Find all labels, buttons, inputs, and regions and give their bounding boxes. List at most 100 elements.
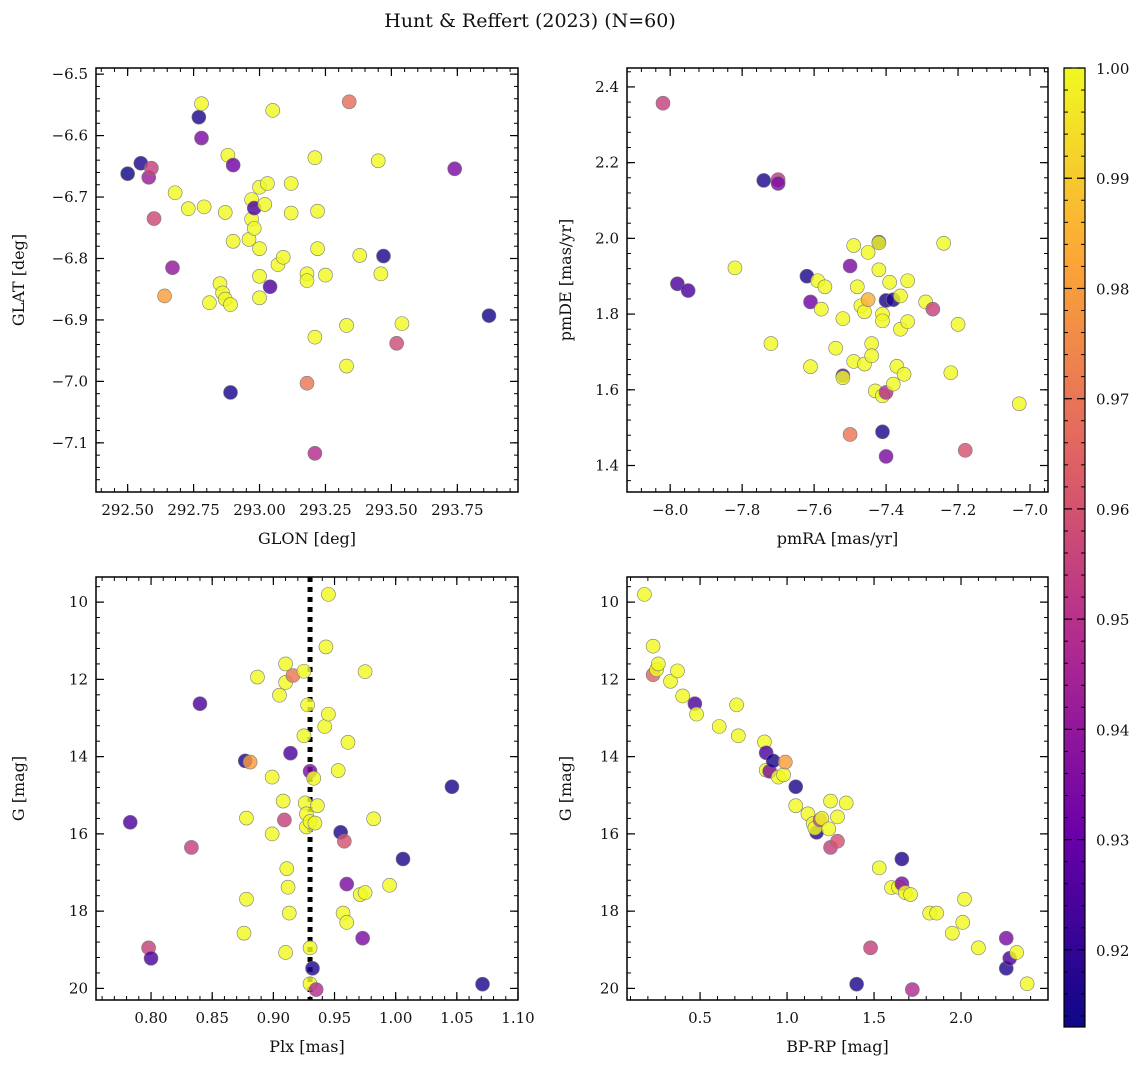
axes-frame bbox=[95, 67, 519, 493]
data-point bbox=[307, 445, 323, 461]
y-tick-label: 18 bbox=[600, 902, 619, 920]
data-point bbox=[971, 940, 986, 956]
data-point bbox=[731, 728, 746, 744]
y-axis-label: GLAT [deg] bbox=[9, 234, 28, 326]
panel-2: −8.0 −7.8 −7.6 −7.4 −7.2 −7.0 1.4 1.6 1.8 2.0 2.2 2… bbox=[556, 67, 1049, 548]
data-point bbox=[778, 754, 793, 770]
data-point bbox=[246, 221, 262, 236]
data-point bbox=[1011, 396, 1027, 412]
data-point bbox=[339, 318, 354, 333]
data-point bbox=[191, 109, 207, 125]
x-tick-label: 1.10 bbox=[501, 1009, 534, 1027]
data-point bbox=[250, 669, 265, 685]
y-tick-label: 1.4 bbox=[595, 457, 619, 475]
data-point bbox=[645, 638, 661, 654]
data-point bbox=[447, 161, 463, 177]
data-point bbox=[352, 248, 368, 263]
data-point bbox=[838, 795, 854, 811]
data-point bbox=[382, 877, 397, 893]
data-point bbox=[321, 706, 336, 722]
y-tick-label: −7.1 bbox=[52, 434, 88, 452]
data-point bbox=[860, 245, 876, 260]
data-point bbox=[236, 925, 252, 941]
data-point bbox=[756, 173, 772, 188]
data-point bbox=[689, 706, 704, 722]
x-tick-label: −7.0 bbox=[1012, 501, 1048, 519]
data-point bbox=[308, 982, 324, 997]
data-point bbox=[830, 833, 845, 849]
data-point bbox=[893, 288, 908, 304]
data-point bbox=[280, 879, 296, 895]
data-point bbox=[330, 763, 346, 778]
data-point bbox=[905, 982, 920, 997]
data-point bbox=[143, 950, 159, 966]
data-point bbox=[900, 314, 915, 329]
data-point bbox=[957, 891, 972, 907]
data-point bbox=[196, 199, 212, 215]
data-point bbox=[817, 279, 833, 295]
data-point bbox=[945, 925, 960, 941]
data-point bbox=[310, 798, 325, 813]
data-point bbox=[252, 269, 267, 284]
data-point bbox=[157, 288, 172, 304]
x-axis-label: GLON [deg] bbox=[258, 529, 356, 548]
data-point bbox=[122, 815, 138, 830]
points bbox=[655, 95, 1027, 464]
data-point bbox=[814, 811, 830, 826]
x-tick-label: −7.2 bbox=[940, 501, 976, 519]
y-tick-label: 14 bbox=[600, 748, 619, 766]
x-tick-label: 0.85 bbox=[195, 1009, 228, 1027]
panel-4: 0.5 1.0 1.5 2.0 10 12 14 16 18 20 BP-RP [mag] G [ma… bbox=[556, 576, 1049, 1056]
data-point bbox=[376, 248, 391, 264]
data-point bbox=[302, 940, 318, 956]
panels: 292.50 292.75 293.00 293.25 293.50 293.75 −6.5… bbox=[9, 65, 1049, 1056]
x-tick-label: 2.0 bbox=[949, 1009, 973, 1027]
data-point bbox=[252, 241, 267, 256]
data-point bbox=[373, 266, 389, 282]
x-tick-label: −8.0 bbox=[652, 501, 688, 519]
data-point bbox=[181, 201, 196, 217]
data-point bbox=[943, 365, 959, 381]
data-point bbox=[194, 130, 209, 146]
points bbox=[637, 587, 1035, 997]
data-point bbox=[849, 279, 865, 295]
data-point bbox=[281, 905, 297, 921]
data-point bbox=[823, 793, 838, 809]
data-point bbox=[871, 860, 887, 876]
data-point bbox=[318, 639, 334, 655]
data-point bbox=[264, 769, 280, 785]
data-point bbox=[830, 809, 845, 825]
y-tick-label: 12 bbox=[69, 670, 88, 688]
x-tick-label: 292.50 bbox=[101, 501, 154, 519]
data-point bbox=[194, 96, 209, 111]
data-point bbox=[925, 301, 941, 317]
x-tick-label: 0.90 bbox=[257, 1009, 290, 1027]
data-point bbox=[144, 160, 159, 176]
data-point bbox=[395, 851, 411, 867]
data-point bbox=[871, 235, 887, 251]
y-tick-label: 16 bbox=[69, 825, 88, 843]
x-tick-label: 293.25 bbox=[299, 501, 352, 519]
data-point bbox=[283, 745, 298, 761]
colorbar-tick-label: 0.92 bbox=[1096, 942, 1129, 960]
y-tick-label: 14 bbox=[69, 748, 88, 766]
data-point bbox=[242, 754, 258, 770]
data-point bbox=[310, 241, 325, 256]
colorbar-tick-label: 1.00 bbox=[1096, 60, 1129, 78]
x-axis-label: pmRA [mas/yr] bbox=[777, 529, 899, 548]
y-tick-label: 2.2 bbox=[595, 154, 619, 172]
x-tick-label: −7.8 bbox=[724, 501, 760, 519]
data-point bbox=[192, 696, 208, 712]
x-tick-label: −7.4 bbox=[868, 501, 904, 519]
x-tick-label: 1.5 bbox=[862, 1009, 886, 1027]
data-point bbox=[803, 294, 818, 310]
data-point bbox=[1019, 976, 1035, 992]
data-point bbox=[370, 153, 386, 169]
data-point bbox=[252, 290, 267, 306]
data-point bbox=[903, 887, 918, 902]
data-point bbox=[871, 262, 887, 278]
x-tick-label: 1.00 bbox=[379, 1009, 412, 1027]
data-point bbox=[950, 316, 966, 332]
colorbar-tick-label: 0.98 bbox=[1096, 280, 1129, 298]
x-tick-label: 292.75 bbox=[167, 501, 220, 519]
